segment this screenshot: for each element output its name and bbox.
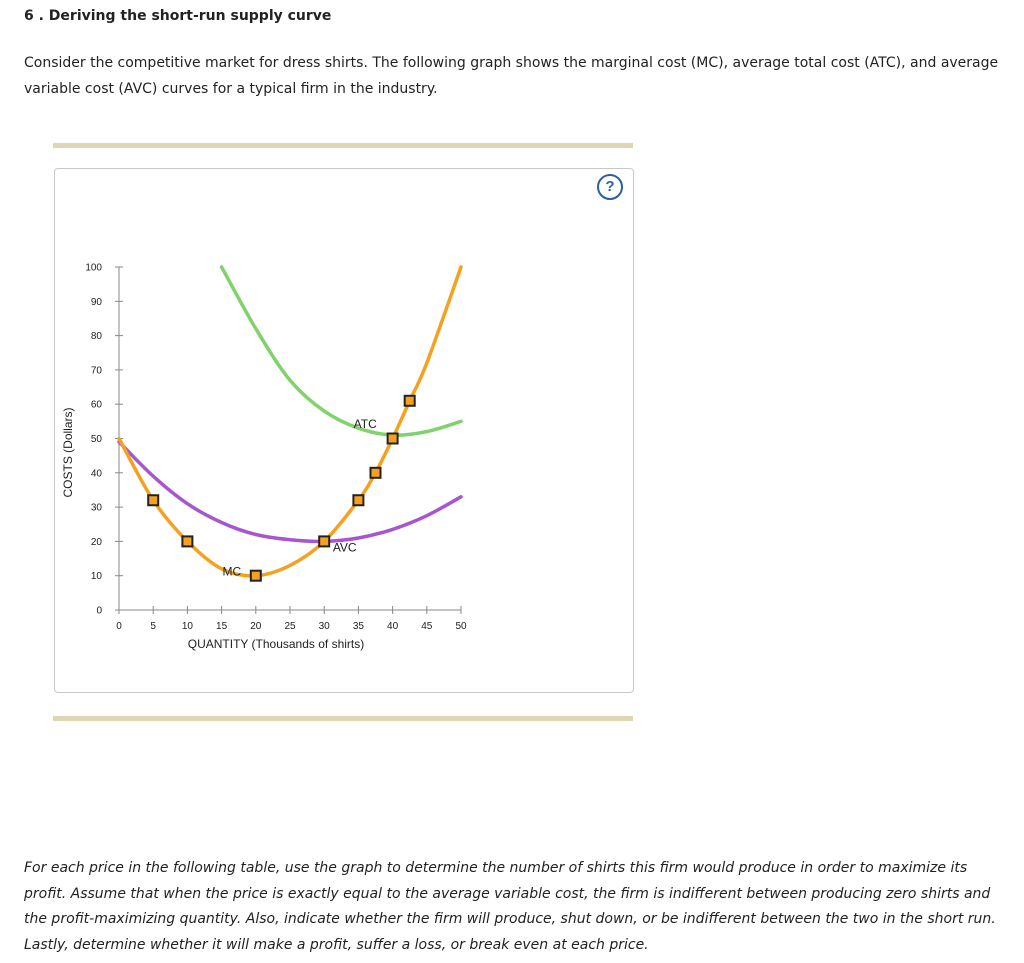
y-tick-label: 30 xyxy=(91,503,103,514)
help-icon[interactable]: ? xyxy=(597,174,623,200)
mc-curve-label: MC xyxy=(223,565,242,579)
x-axis-title: QUANTITY (Thousands of shirts) xyxy=(188,637,365,651)
question-intro: Consider the competitive market for dres… xyxy=(24,55,999,97)
x-tick-label: 15 xyxy=(216,621,228,632)
x-tick-label: 50 xyxy=(455,621,467,632)
y-tick-label: 60 xyxy=(91,400,103,411)
x-tick-label: 5 xyxy=(150,621,156,632)
top-divider xyxy=(53,143,633,148)
question-instructions: For each price in the following table, u… xyxy=(24,860,996,953)
y-tick-label: 20 xyxy=(91,537,103,548)
graph-panel: ? 0 5 10 15 20 25 30 35 40 45 50 0 10 20 30 40 50 60 70 80 9… xyxy=(54,168,634,693)
x-tick-label: 20 xyxy=(250,621,262,632)
x-tick-label: 40 xyxy=(387,621,399,632)
y-tick-label: 50 xyxy=(91,434,103,445)
mc-point-marker xyxy=(181,535,194,548)
bottom-divider xyxy=(53,716,633,721)
x-tick-label: 35 xyxy=(353,621,365,632)
mc-point-marker xyxy=(386,432,399,445)
y-tick-label: 10 xyxy=(91,571,103,582)
mc-point-marker xyxy=(249,569,262,582)
mc-point-marker xyxy=(403,394,416,407)
x-tick-label: 0 xyxy=(116,621,122,632)
atc-curve xyxy=(219,265,463,437)
y-tick-label: 80 xyxy=(91,331,103,342)
x-tick-label: 30 xyxy=(319,621,331,632)
x-tick-label: 10 xyxy=(182,621,194,632)
mc-point-marker xyxy=(147,494,160,507)
y-tick-label: 40 xyxy=(91,468,103,479)
x-tick-label: 45 xyxy=(421,621,433,632)
question-title: 6 . Deriving the short-run supply curve xyxy=(24,8,332,24)
avc-curve-label: AVC xyxy=(333,541,357,555)
atc-curve-label: ATC xyxy=(354,417,377,431)
y-tick-label: 100 xyxy=(85,263,102,274)
mc-point-marker xyxy=(352,494,365,507)
avc-curve xyxy=(117,440,463,544)
y-tick-label: 0 xyxy=(96,606,102,617)
y-tick-label: 90 xyxy=(91,297,103,308)
mc-point-marker xyxy=(369,466,382,479)
cost-curves-chart: 0 5 10 15 20 25 30 35 40 45 50 0 10 20 30 40 50 60 70 80 90 1… xyxy=(61,263,467,652)
mc-curve xyxy=(117,265,463,578)
y-tick-label: 70 xyxy=(91,365,103,376)
x-tick-label: 25 xyxy=(284,621,296,632)
y-axis-title: COSTS (Dollars) xyxy=(61,407,75,497)
mc-point-marker xyxy=(318,535,331,548)
